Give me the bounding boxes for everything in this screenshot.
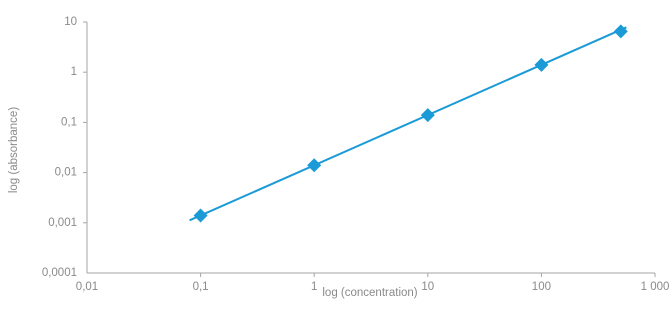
x-tick-group: 0,01 0,1 1 10 100 1 000: [76, 273, 670, 293]
x-tick-label: 1: [311, 281, 317, 293]
y-tick-label: 0,0001: [42, 267, 77, 279]
data-point-marker: [193, 208, 208, 223]
x-axis-label: log (concentration): [322, 287, 417, 299]
data-point-marker: [307, 158, 322, 173]
fit-line: [189, 26, 627, 222]
y-axis-label: log (absorbance): [8, 107, 20, 193]
y-tick-label: 0,01: [55, 167, 77, 179]
x-tick-label: 0,1: [193, 281, 209, 293]
x-tick-label: 0,01: [76, 281, 98, 293]
x-tick-label: 10: [421, 281, 434, 293]
data-point-marker: [534, 57, 549, 72]
series-layer: [189, 24, 628, 223]
x-tick-label: 100: [532, 281, 551, 293]
y-tick-label: 0,1: [61, 116, 77, 128]
data-point-marker: [613, 24, 628, 39]
data-point-marker: [420, 108, 435, 123]
y-tick-group: 0,0001 0,001 0,01 0,1 1 10: [42, 16, 87, 279]
y-tick-label: 0,001: [48, 217, 77, 229]
y-tick-label: 10: [64, 16, 77, 28]
x-tick-label: 1 000: [641, 281, 670, 293]
y-tick-label: 1: [71, 66, 77, 78]
